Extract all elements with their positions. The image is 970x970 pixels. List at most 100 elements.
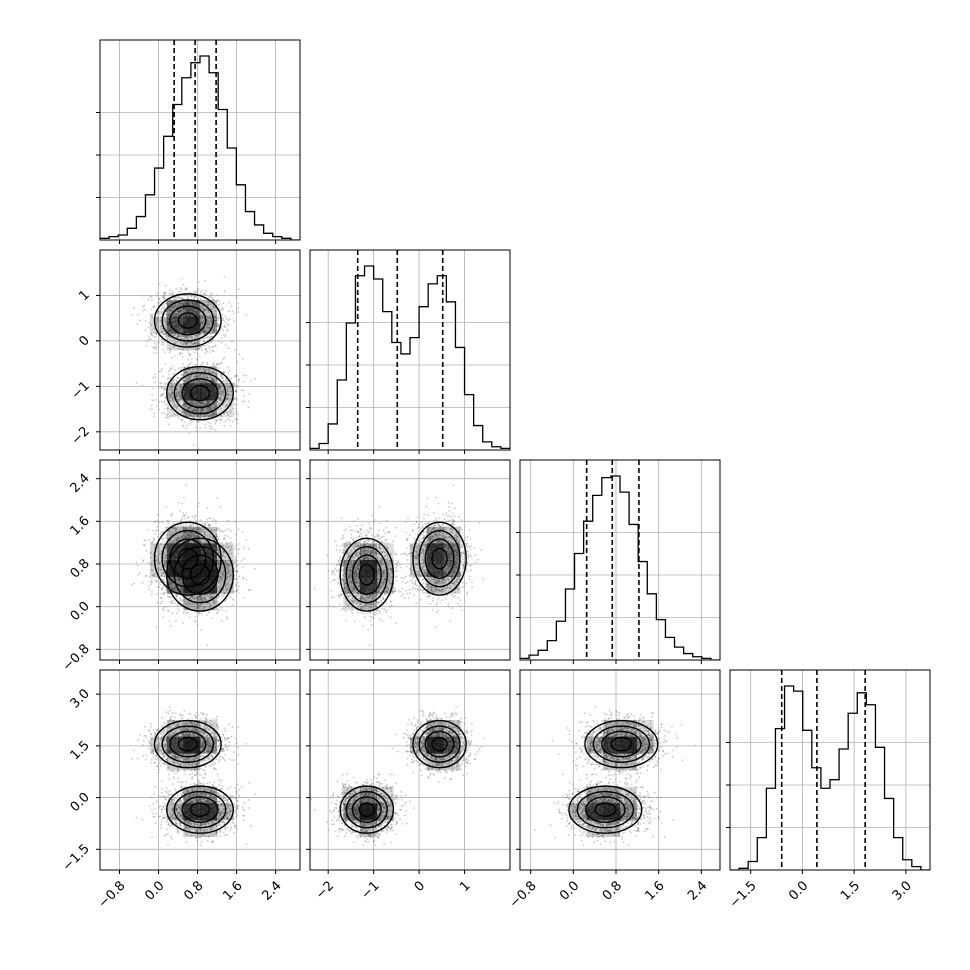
sample-point bbox=[175, 388, 178, 391]
sample-point bbox=[187, 409, 190, 411]
sample-point bbox=[195, 520, 198, 523]
sample-point bbox=[156, 586, 159, 589]
sample-point bbox=[204, 292, 207, 294]
sample-point bbox=[171, 540, 174, 543]
sample-point bbox=[153, 412, 156, 415]
sample-point bbox=[181, 347, 184, 350]
sample-point bbox=[247, 547, 250, 550]
sample-point bbox=[158, 341, 160, 343]
sample-point bbox=[169, 292, 172, 295]
sample-point bbox=[162, 401, 165, 404]
sample-point bbox=[150, 404, 153, 407]
sample-point bbox=[157, 568, 160, 571]
sample-point bbox=[206, 413, 208, 416]
sample-point bbox=[210, 308, 213, 311]
sample-point bbox=[205, 400, 208, 403]
sample-point bbox=[152, 305, 155, 308]
sample-point bbox=[182, 334, 184, 337]
sample-point bbox=[144, 320, 147, 322]
sample-point bbox=[181, 297, 184, 300]
sample-point bbox=[213, 324, 216, 327]
sample-point bbox=[219, 419, 222, 421]
sample-point bbox=[157, 557, 159, 559]
sample-point bbox=[211, 320, 213, 322]
sample-point bbox=[200, 401, 202, 404]
sample-point bbox=[197, 381, 200, 384]
sample-point bbox=[220, 328, 223, 330]
sample-point bbox=[196, 363, 198, 366]
sample-point bbox=[176, 392, 178, 395]
sample-point bbox=[182, 512, 185, 514]
sample-point bbox=[194, 410, 197, 413]
sample-point bbox=[190, 295, 193, 297]
sample-point bbox=[205, 289, 207, 292]
sample-point bbox=[145, 344, 148, 347]
sample-point bbox=[217, 403, 220, 406]
sample-point bbox=[229, 596, 232, 599]
sample-point bbox=[177, 310, 180, 313]
sample-point bbox=[213, 381, 215, 383]
sample-point bbox=[158, 552, 160, 555]
sample-point bbox=[171, 391, 173, 394]
sample-point bbox=[197, 343, 200, 346]
sample-point bbox=[170, 333, 173, 335]
sample-point bbox=[171, 393, 173, 396]
sample-point bbox=[192, 409, 195, 412]
sample-point bbox=[209, 315, 211, 318]
sample-point bbox=[186, 338, 189, 341]
sample-point bbox=[177, 295, 180, 298]
sample-point bbox=[187, 335, 190, 338]
sample-point bbox=[245, 539, 248, 541]
sample-point bbox=[196, 341, 199, 344]
sample-point bbox=[176, 333, 179, 336]
sample-point bbox=[172, 338, 175, 340]
sample-point bbox=[218, 562, 221, 565]
sample-point bbox=[162, 579, 165, 581]
sample-point bbox=[181, 398, 183, 401]
sample-point bbox=[213, 328, 216, 331]
sample-point bbox=[207, 335, 210, 338]
sample-point bbox=[180, 588, 182, 591]
sample-point bbox=[204, 370, 206, 373]
sample-point bbox=[181, 303, 184, 305]
sample-point bbox=[180, 290, 183, 293]
sample-point bbox=[168, 397, 171, 400]
sample-point bbox=[241, 531, 244, 533]
sample-point bbox=[197, 421, 200, 424]
sample-point bbox=[144, 308, 146, 311]
sample-point bbox=[156, 292, 159, 295]
sample-point bbox=[235, 374, 238, 377]
sample-point bbox=[245, 374, 248, 377]
sample-point bbox=[204, 413, 206, 416]
sample-point bbox=[184, 522, 187, 525]
sample-point bbox=[185, 371, 188, 374]
sample-point bbox=[198, 401, 201, 403]
sample-point bbox=[156, 319, 159, 321]
sample-point bbox=[205, 381, 208, 383]
sample-point bbox=[153, 336, 156, 338]
sample-point bbox=[150, 551, 152, 554]
sample-point bbox=[187, 365, 189, 368]
sample-point bbox=[175, 287, 178, 290]
sample-point bbox=[231, 420, 234, 423]
sample-point bbox=[209, 341, 212, 344]
sample-point bbox=[210, 377, 213, 380]
sample-point bbox=[168, 308, 171, 311]
sample-point bbox=[171, 389, 174, 392]
sample-point bbox=[234, 418, 237, 420]
sample-point bbox=[156, 319, 159, 321]
sample-point bbox=[184, 402, 187, 405]
sample-point bbox=[188, 432, 191, 434]
sample-point bbox=[204, 381, 207, 384]
sample-point bbox=[190, 414, 193, 417]
sample-point bbox=[135, 561, 138, 564]
sample-point bbox=[145, 340, 148, 343]
sample-point bbox=[137, 574, 139, 576]
sample-point bbox=[179, 310, 182, 312]
sample-point bbox=[159, 300, 162, 303]
sample-point bbox=[202, 330, 205, 333]
sample-point bbox=[173, 355, 176, 357]
sample-point bbox=[160, 343, 163, 346]
sample-point bbox=[197, 401, 199, 404]
sample-point bbox=[179, 399, 182, 401]
